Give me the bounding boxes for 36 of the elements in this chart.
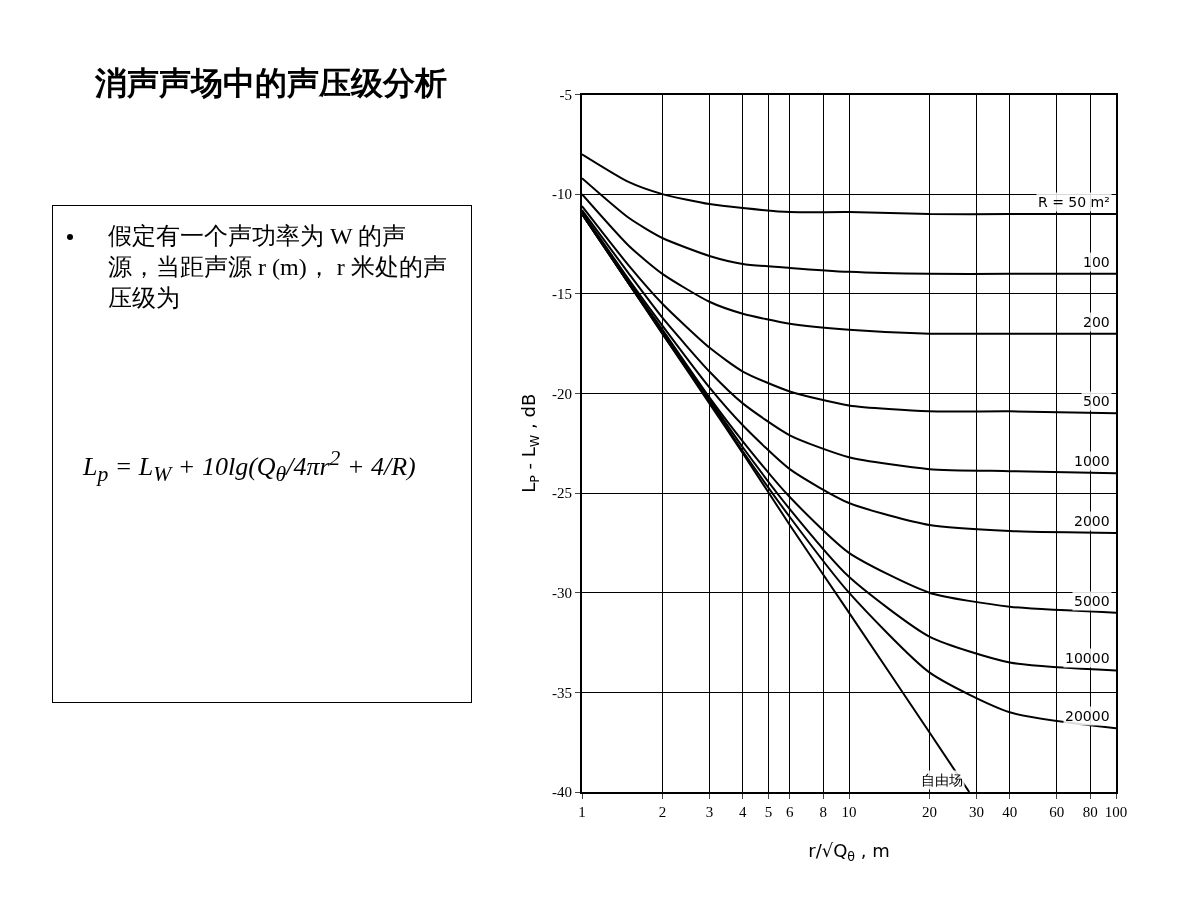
- y-tick-label: -30: [552, 584, 572, 601]
- x-tick-label: 8: [819, 804, 827, 820]
- series-label: R = 50 m²: [1038, 194, 1110, 210]
- x-tick-label: 10: [841, 804, 857, 820]
- x-tick-label: 6: [786, 804, 795, 820]
- x-tick-label: 30: [968, 804, 984, 820]
- series-label: 5000: [1074, 593, 1110, 609]
- y-tick-label: -10: [552, 186, 572, 203]
- x-tick-label: 3: [705, 804, 714, 820]
- series-label: 100: [1083, 254, 1110, 270]
- x-tick-label: 100: [1104, 804, 1128, 820]
- y-tick-label: -15: [552, 286, 572, 303]
- text: 假定有一个声功率为 W 的声源，当距声源 r (m)， r 米处的声压级为: [108, 222, 448, 314]
- x-tick-label: 4: [739, 804, 747, 820]
- x-tick-label: 2: [658, 804, 667, 820]
- series-label: 1000: [1074, 453, 1110, 469]
- y-tick-label: -25: [552, 485, 572, 502]
- x-tick-label: 60: [1049, 804, 1065, 820]
- text: L$_{p}$ = L$_{W}$ + 10lg(Q$_{θ}$/4πr$^{2}$ + 4/R): [83, 446, 416, 486]
- series-label: 10000: [1065, 650, 1110, 666]
- x-tick-label: 40: [1002, 804, 1018, 820]
- y-tick-label: -35: [552, 684, 572, 701]
- series-label: 自由场: [921, 772, 963, 788]
- x-tick-label: 20: [921, 804, 937, 820]
- x-tick-label: 5: [764, 804, 773, 820]
- y-tick-label: -40: [552, 784, 572, 801]
- series-label: 200: [1083, 314, 1110, 330]
- x-tick-label: 1: [578, 804, 586, 820]
- x-axis-title: r/√Q$_{θ}$ , m: [808, 840, 890, 864]
- text: 消声声场中的声压级分析: [95, 63, 447, 104]
- y-tick-label: -5: [559, 86, 572, 103]
- series-label: 500: [1083, 393, 1110, 409]
- x-tick-label: 80: [1082, 804, 1098, 820]
- y-tick-label: -20: [552, 385, 572, 402]
- series-label: 20000: [1065, 708, 1110, 724]
- series-label: 2000: [1074, 513, 1110, 529]
